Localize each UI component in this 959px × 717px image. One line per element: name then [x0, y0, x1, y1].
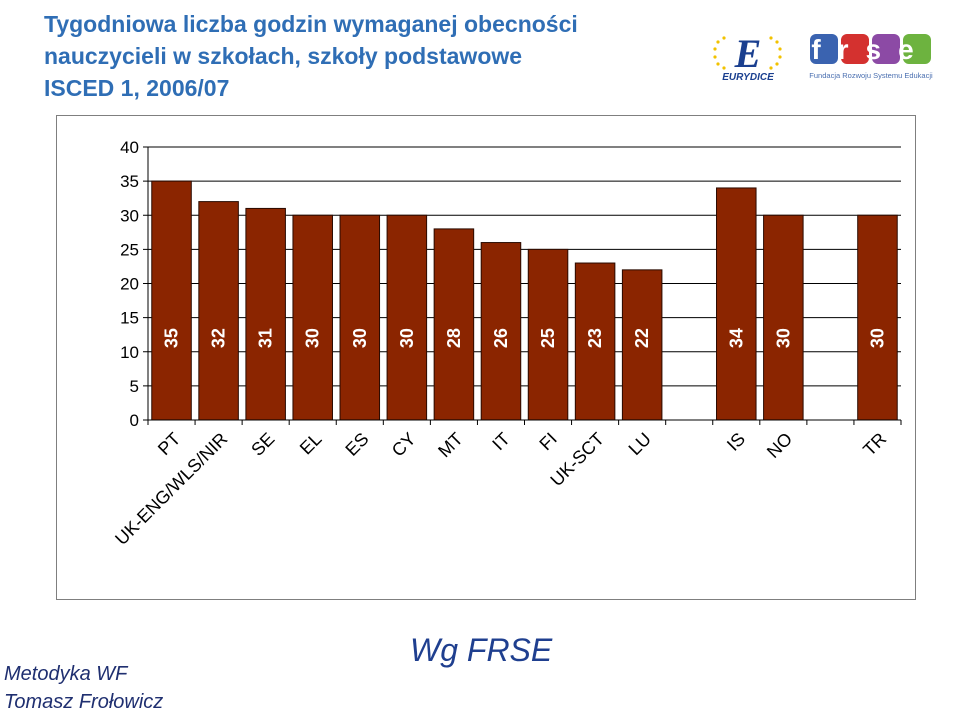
eurydice-letter: E — [734, 31, 762, 76]
author-line-1: Metodyka WF — [4, 663, 128, 685]
x-tick-label: IS — [723, 429, 749, 455]
bar-es — [339, 214, 381, 421]
eurydice-logo: E EURYDICE — [713, 31, 782, 83]
bar-cy — [386, 214, 428, 421]
x-tick-label: EL — [296, 429, 326, 459]
y-tick-label: 20 — [120, 275, 139, 294]
bar-value-label: 22 — [632, 328, 652, 348]
x-tick-label: LU — [625, 429, 655, 459]
y-tick-label: 25 — [120, 240, 139, 259]
bar-value-label: 30 — [303, 328, 323, 348]
bar-value-label: 23 — [585, 328, 605, 348]
y-tick-label: 0 — [130, 411, 139, 430]
bar-pt — [151, 180, 192, 421]
frse-block-e — [903, 34, 931, 64]
author-block: Metodyka WF Tomasz Frołowicz — [4, 660, 163, 716]
title-line-2: nauczycieli w szkołach, szkoły podstawow… — [44, 43, 523, 69]
x-tick-label: ES — [341, 429, 372, 460]
bar-uk-sct — [574, 262, 616, 421]
bar-value-label: 30 — [397, 328, 417, 348]
y-tick-label: 40 — [120, 138, 139, 157]
bar-value-label: 30 — [350, 328, 370, 348]
frse-block-r — [841, 34, 869, 64]
frse-subtitle: Fundacja Rozwoju Systemu Edukacji — [809, 71, 933, 80]
bar-value-label: 31 — [256, 328, 276, 348]
bars — [151, 180, 898, 421]
x-tick-label: IT — [488, 429, 513, 454]
eurydice-name: EURYDICE — [722, 72, 774, 83]
bar-mt — [433, 228, 475, 421]
page-title: Tygodniowa liczba godzin wymaganej obecn… — [44, 8, 684, 104]
source-note: Wg FRSE — [410, 632, 553, 668]
x-tick-label: FI — [535, 429, 560, 454]
frse-block-f — [810, 34, 838, 64]
y-tick-label: 10 — [120, 343, 139, 362]
frse-block-s — [872, 34, 900, 64]
axes: 0 5 10 15 20 25 30 35 40 — [120, 138, 902, 430]
bar-value-label: 28 — [444, 328, 464, 348]
bar-value-label: 35 — [162, 328, 182, 348]
bar-el — [292, 214, 333, 421]
bar-uk-eng-wls-nir — [198, 201, 239, 421]
chart-frame: 0 5 10 15 20 25 30 35 40 35 PT 32 UK-ENG/WLS/NIR 31 S… — [56, 115, 916, 600]
x-tick-label: TR — [859, 429, 890, 460]
bar-se — [245, 207, 286, 421]
bar-value-label: 30 — [773, 328, 793, 348]
bar-value-label: 30 — [867, 328, 887, 348]
bar-no — [763, 214, 804, 421]
bar-value-label: 26 — [491, 328, 511, 348]
bar-tr — [857, 214, 898, 421]
bar-value-label: 25 — [538, 328, 558, 348]
title-line-1: Tygodniowa liczba godzin wymaganej obecn… — [44, 11, 578, 37]
frse-wordmark: frse — [811, 34, 930, 65]
bar-value-label: 34 — [726, 328, 746, 348]
frse-logo: frse Fundacja Rozwoju Systemu Edukacji — [809, 34, 933, 80]
bar-is — [716, 187, 757, 421]
x-tick-label: CY — [388, 429, 420, 461]
x-tick-label: PT — [154, 429, 184, 459]
x-tick-label: MT — [434, 429, 467, 462]
x-tick-label: NO — [763, 429, 796, 462]
y-tick-label: 15 — [120, 309, 139, 328]
author-line-2: Tomasz Frołowicz — [4, 691, 164, 713]
bar-fi — [527, 248, 569, 421]
bar-lu — [621, 269, 663, 421]
y-tick-label: 30 — [120, 206, 139, 225]
x-tick-label: SE — [247, 429, 278, 460]
title-line-3: ISCED 1, 2006/07 — [44, 75, 230, 101]
bar-value-label: 32 — [209, 328, 229, 348]
y-tick-label: 5 — [130, 377, 139, 396]
y-tick-label: 35 — [120, 172, 139, 191]
eu-stars-icon — [713, 36, 782, 70]
